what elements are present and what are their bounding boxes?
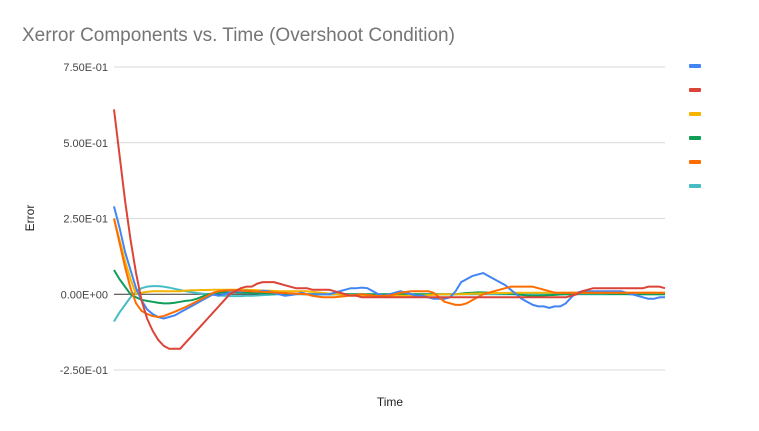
legend-swatch-5 xyxy=(689,160,701,164)
legend-swatch-6 xyxy=(689,184,701,188)
x-axis-label: Time xyxy=(377,395,404,409)
chart-title: Xerror Components vs. Time (Overshoot Co… xyxy=(22,25,455,46)
y-tick-label: 0.00E+00 xyxy=(61,289,108,301)
y-axis-label: Error xyxy=(23,205,37,232)
y-axis-ticks: -2.50E-01 0.00E+00 2.50E-01 5.00E-01 7.50E-0… xyxy=(60,62,108,377)
legend-swatch-2 xyxy=(689,88,701,92)
y-tick-label: -2.50E-01 xyxy=(60,365,108,377)
y-tick-label: 2.50E-01 xyxy=(63,214,108,226)
legend xyxy=(689,64,701,188)
legend-swatch-1 xyxy=(689,64,701,68)
legend-swatch-3 xyxy=(689,112,701,116)
legend-swatch-4 xyxy=(689,136,701,140)
series-lines xyxy=(113,109,666,350)
series-line-2 xyxy=(113,109,666,350)
y-tick-label: 7.50E-01 xyxy=(63,62,108,74)
y-tick-label: 5.00E-01 xyxy=(63,138,108,150)
series-line-5 xyxy=(113,218,665,318)
